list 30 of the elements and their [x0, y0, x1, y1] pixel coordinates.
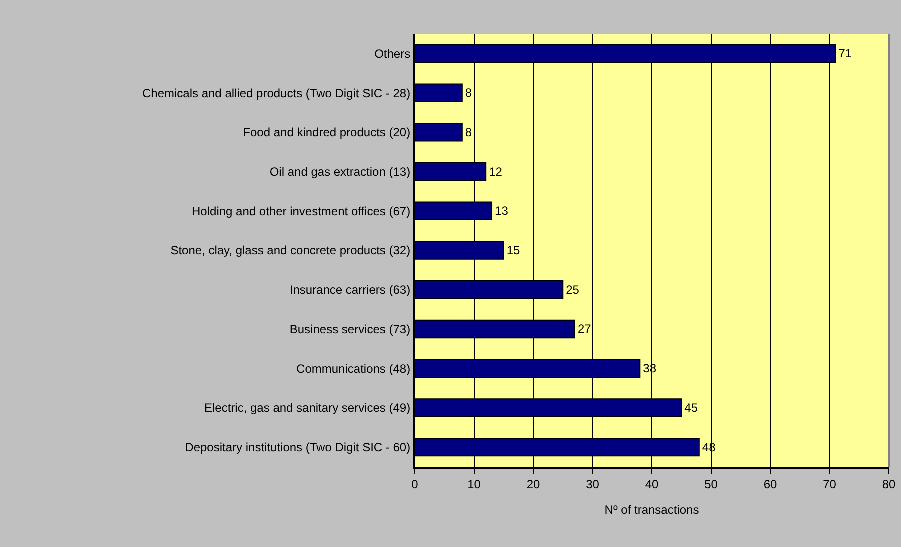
x-tick-label: 10 — [468, 477, 482, 492]
x-tick-label: 40 — [645, 477, 659, 492]
y-tick-label: Others — [374, 46, 411, 61]
y-tick-label: Oil and gas extraction (13) — [270, 164, 411, 179]
data-label: 8 — [465, 86, 472, 100]
y-tick-label: Depositary institutions (Two Digit SIC - 60) — [185, 440, 411, 455]
data-label: 15 — [506, 244, 521, 258]
x-tick-label: 60 — [764, 477, 778, 492]
y-tick-label: Communications (48) — [296, 362, 411, 376]
data-label: 71 — [838, 46, 852, 61]
y-tick-label: Business services (73) — [290, 322, 411, 336]
x-tick-label: 0 — [412, 477, 419, 492]
x-tick-label: 30 — [586, 477, 600, 492]
data-label: 12 — [489, 164, 503, 179]
x-tick-label: 70 — [823, 477, 837, 492]
y-tick-label: Insurance carriers (63) — [290, 283, 411, 298]
y-tick-label: Stone, clay, glass and concrete products (32) — [170, 244, 411, 258]
data-label: 13 — [495, 204, 509, 218]
x-tick-label: 20 — [526, 477, 540, 492]
data-label: 25 — [566, 282, 580, 297]
y-tick-label: Holding and other investment offices (67) — [192, 204, 411, 218]
y-tick-label: Electric, gas and sanitary services (49) — [204, 401, 411, 416]
y-tick-label: Chemicals and allied products (Two Digit SIC - 28) — [142, 86, 411, 100]
data-label: 27 — [578, 322, 592, 336]
data-label: 8 — [465, 125, 472, 140]
x-tick-label: 50 — [704, 477, 718, 492]
data-label: 45 — [684, 400, 698, 415]
x-axis-title: Nº of transactions — [604, 503, 700, 517]
x-tick-label: 80 — [882, 477, 896, 492]
y-tick-label: Food and kindred products (20) — [243, 126, 411, 140]
